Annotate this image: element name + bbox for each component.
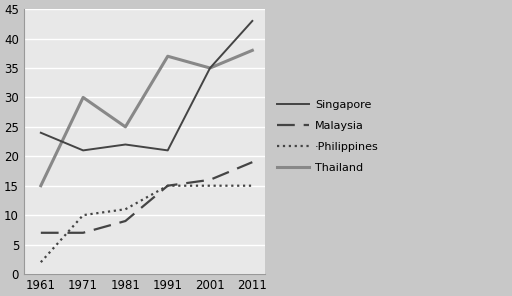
Legend: Singapore, Malaysia, ·Philippines, Thailand: Singapore, Malaysia, ·Philippines, Thail… xyxy=(273,95,383,177)
